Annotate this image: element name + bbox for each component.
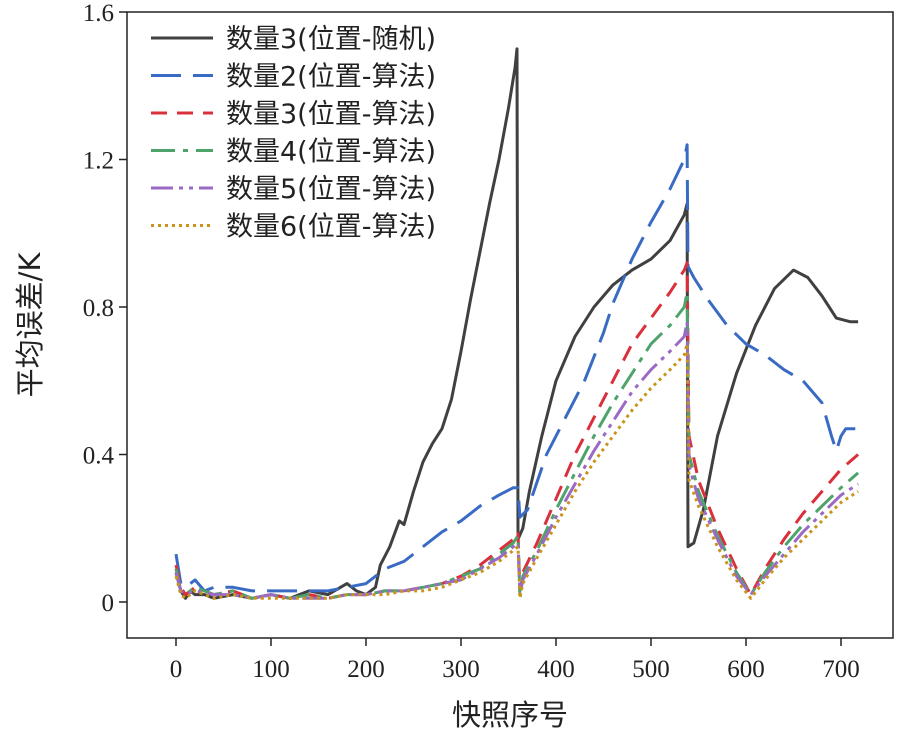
- x-tick-label: 500: [632, 656, 670, 683]
- x-tick-label: 600: [727, 656, 765, 683]
- series-line-6: [174, 342, 859, 600]
- x-tick-label: 200: [347, 656, 385, 683]
- legend-label-1: 数量3(位置-随机): [226, 24, 436, 55]
- x-tick-label: 100: [252, 656, 290, 683]
- series-line-2: [174, 143, 856, 593]
- y-tick-label: 1.2: [83, 148, 114, 175]
- legend: 数量3(位置-随机) 数量2(位置-算法) 数量3(位置-算法) 数量4(位置-算法)…: [151, 24, 436, 243]
- series-line-1: [174, 47, 859, 600]
- plot-frame: [126, 11, 894, 639]
- legend-label-2: 数量2(位置-算法): [226, 62, 436, 93]
- y-tick-label: 1.6: [83, 0, 114, 27]
- x-axis-title: 快照序号: [452, 698, 568, 732]
- legend-label-6: 数量6(位置-算法): [226, 212, 436, 243]
- x-axis-ticks: 0 100 200 300 400 500 600 700: [170, 638, 860, 683]
- x-tick-label: 0: [170, 656, 183, 683]
- y-tick-label: 0.8: [83, 295, 114, 322]
- x-tick-label: 400: [537, 656, 575, 683]
- legend-label-3: 数量3(位置-算法): [226, 99, 436, 130]
- y-tick-label: 0: [102, 590, 115, 617]
- series-line-4: [174, 290, 860, 600]
- y-tick-label: 0.4: [83, 443, 115, 470]
- y-axis-title: 平均误差/K: [13, 252, 47, 398]
- plot-lines: [174, 47, 860, 600]
- x-tick-label: 300: [442, 656, 480, 683]
- y-axis-ticks: 0 0.4 0.8 1.2 1.6: [83, 0, 127, 617]
- x-tick-label: 700: [822, 656, 860, 683]
- legend-label-5: 数量5(位置-算法): [226, 174, 436, 205]
- legend-label-4: 数量4(位置-算法): [226, 137, 436, 168]
